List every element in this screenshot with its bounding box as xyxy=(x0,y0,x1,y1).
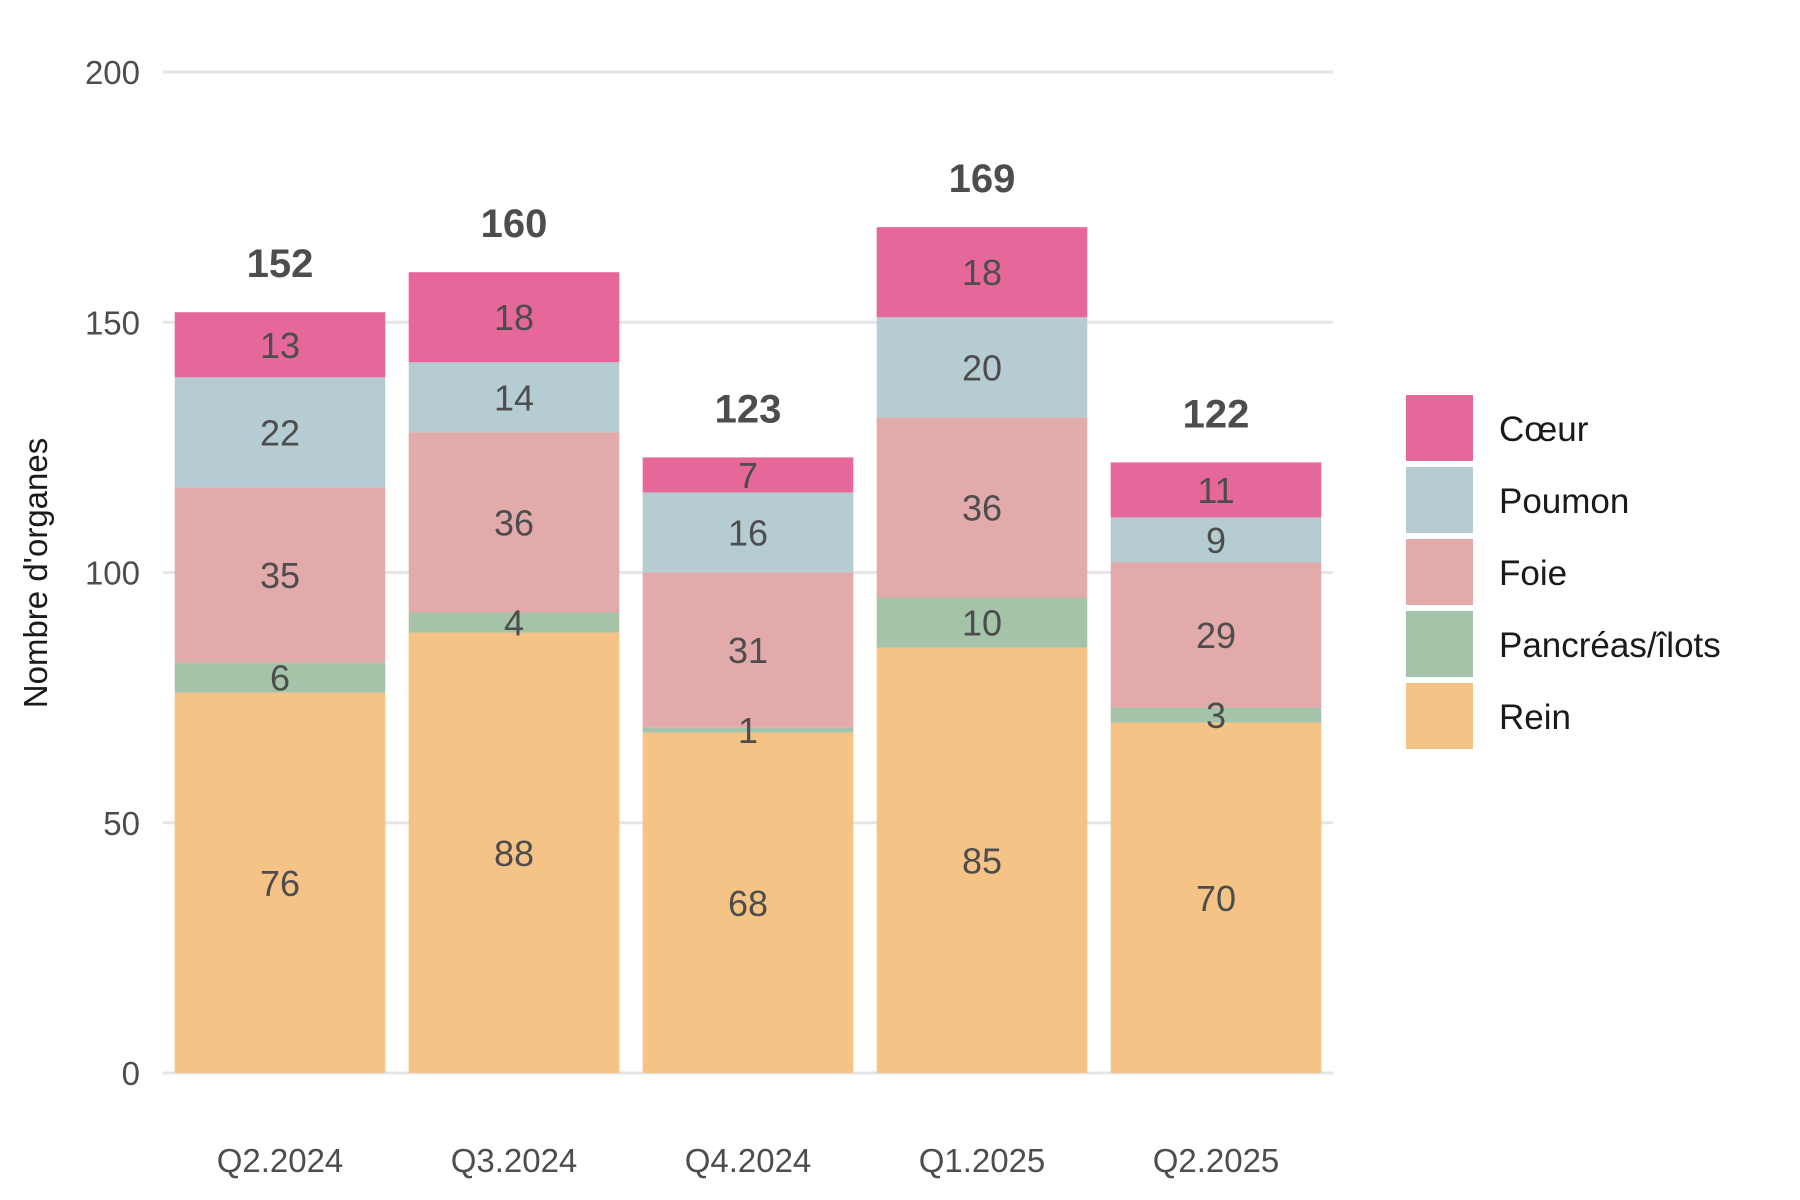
bar-labels: 76 6 35 22 13 152 88 4 36 14 18 160 68 1 31 16 7 123 85 10 3… xyxy=(247,157,1250,924)
bar-segment xyxy=(642,492,854,573)
segment-value-label: 70 xyxy=(1196,878,1236,919)
bar-segment xyxy=(642,572,854,728)
bar-total-label: 123 xyxy=(715,387,782,431)
bar-total-label: 160 xyxy=(481,202,548,246)
segment-value-label: 88 xyxy=(494,833,534,874)
x-axis-ticks: Q2.2024 Q3.2024 Q4.2024 Q1.2025 Q2.2025 xyxy=(217,1142,1280,1179)
legend-key xyxy=(1406,395,1473,461)
segment-value-label: 14 xyxy=(494,377,534,418)
bar-segment xyxy=(1110,722,1322,1073)
bars xyxy=(174,227,1322,1073)
x-tick-label: Q4.2024 xyxy=(685,1142,812,1179)
y-axis-title: Nombre d'organes xyxy=(17,438,54,708)
segment-value-label: 31 xyxy=(728,630,768,671)
bar-segment xyxy=(1110,462,1322,518)
segment-value-label: 1 xyxy=(738,710,758,751)
y-tick-label: 200 xyxy=(85,54,140,91)
legend-key xyxy=(1406,539,1473,605)
segment-value-label: 11 xyxy=(1197,470,1234,511)
segment-value-label: 3 xyxy=(1206,695,1226,736)
bar-segment xyxy=(174,312,386,378)
segment-value-label: 68 xyxy=(728,883,768,924)
bar-segment xyxy=(642,732,854,1073)
bar-segment xyxy=(408,432,620,613)
legend-key xyxy=(1406,467,1473,533)
legend-label: Cœur xyxy=(1499,410,1589,449)
x-tick-label: Q2.2024 xyxy=(217,1142,344,1179)
segment-value-label: 18 xyxy=(494,297,534,338)
bar-segment xyxy=(174,662,386,693)
bar-total-label: 152 xyxy=(247,242,314,286)
bar-segment xyxy=(408,632,620,1073)
segment-value-label: 9 xyxy=(1206,520,1226,561)
bar-segment xyxy=(408,272,620,363)
bar-segment xyxy=(876,317,1088,418)
bar-segment xyxy=(876,647,1088,1073)
x-tick-label: Q1.2025 xyxy=(919,1142,1046,1179)
segment-value-label: 6 xyxy=(270,658,290,699)
segment-value-label: 10 xyxy=(962,603,1002,644)
bar-segment xyxy=(642,727,854,733)
segment-value-label: 36 xyxy=(962,487,1002,528)
segment-value-label: 20 xyxy=(962,347,1002,388)
y-tick-label: 0 xyxy=(122,1055,140,1092)
x-tick-label: Q3.2024 xyxy=(451,1142,578,1179)
y-tick-label: 100 xyxy=(85,555,140,592)
bar-segment xyxy=(642,457,854,493)
y-axis-ticks: 0 50 100 150 200 xyxy=(85,54,140,1092)
segment-value-label: 85 xyxy=(962,840,1002,881)
bar-segment xyxy=(1110,707,1322,723)
x-tick-label: Q2.2025 xyxy=(1153,1142,1280,1179)
y-tick-label: 150 xyxy=(85,304,140,341)
bar-segment xyxy=(876,417,1088,598)
bar-segment xyxy=(408,362,620,433)
bar-total-label: 169 xyxy=(949,157,1016,201)
bar-total-label: 122 xyxy=(1183,392,1250,436)
bar-segment xyxy=(408,612,620,633)
legend-label: Poumon xyxy=(1499,482,1629,521)
bar-segment xyxy=(876,597,1088,648)
bar-segment xyxy=(1110,562,1322,708)
segment-value-label: 29 xyxy=(1196,615,1236,656)
segment-value-label: 7 xyxy=(738,455,758,496)
segment-value-label: 13 xyxy=(260,325,300,366)
segment-value-label: 16 xyxy=(728,512,768,553)
legend-label: Rein xyxy=(1499,698,1571,737)
segment-value-label: 18 xyxy=(962,252,1002,293)
legend-label: Pancréas/îlots xyxy=(1499,626,1721,665)
segment-value-label: 22 xyxy=(260,412,300,453)
legend-key xyxy=(1406,611,1473,677)
y-tick-label: 50 xyxy=(103,805,140,842)
legend-label: Foie xyxy=(1499,554,1567,593)
legend-key xyxy=(1406,683,1473,749)
bar-segment xyxy=(174,692,386,1073)
bar-segment xyxy=(174,377,386,488)
segment-value-label: 4 xyxy=(504,603,524,644)
legend: Cœur Poumon Foie Pancréas/îlots Rein xyxy=(1406,395,1721,749)
bar-segment xyxy=(174,487,386,663)
segment-value-label: 35 xyxy=(260,555,300,596)
bar-segment xyxy=(1110,517,1322,563)
bar-segment xyxy=(876,227,1088,318)
segment-value-label: 76 xyxy=(260,863,300,904)
segment-value-label: 36 xyxy=(494,502,534,543)
